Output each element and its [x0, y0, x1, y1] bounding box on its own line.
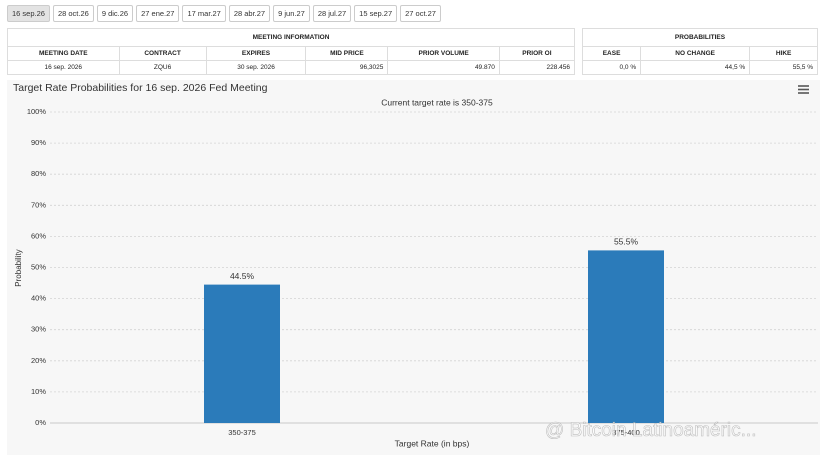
date-tabs: 16 sep.26 28 oct.26 9 dic.26 27 ene.27 17 ma… [7, 5, 441, 22]
y-tick-label: 20% [31, 356, 46, 365]
y-tick-label: 70% [31, 200, 46, 209]
x-axis-title: Target Rate (in bps) [395, 438, 470, 448]
cell: 49.870 [387, 60, 500, 75]
data-label: 55.5% [614, 237, 639, 247]
y-tick-label: 10% [31, 387, 46, 396]
meeting-table: MEETING INFORMATION MEETING DATE CONTRACT E… [7, 28, 576, 75]
y-tick-label: 0% [35, 418, 46, 427]
cell: ZQU6 [118, 60, 207, 75]
y-tick-label: 60% [31, 231, 46, 240]
date-tab[interactable]: 9 jun.27 [273, 5, 310, 22]
y-tick-label: 90% [31, 138, 46, 147]
chart-title: Target Rate Probabilities for 16 sep. 20… [13, 82, 268, 94]
y-tick-label: 30% [31, 325, 46, 334]
date-tab[interactable]: 27 oct.27 [400, 5, 441, 22]
y-axis-title: Probability [14, 249, 23, 286]
x-tick-label: 350-375 [228, 428, 256, 437]
date-tab[interactable]: 17 mar.27 [182, 5, 226, 22]
date-tab[interactable]: 16 sep.26 [7, 5, 50, 22]
watermark: @ Bitcoin Latinoaméric... [545, 420, 757, 441]
cell: 228.456 [498, 60, 576, 75]
probability-table: PROBABILITIES EASE NO CHANGE HIKE 0,0 % 44,5 … [581, 28, 818, 75]
cell: 0,0 % [581, 60, 642, 75]
date-tab[interactable]: 28 jul.27 [312, 5, 352, 22]
bar [588, 250, 664, 423]
date-tab[interactable]: 9 dic.26 [96, 5, 134, 22]
date-tab[interactable]: 28 abr.27 [228, 5, 271, 22]
date-tab[interactable]: 28 oct.26 [52, 5, 94, 22]
cell: 55,5 % [749, 60, 818, 75]
y-tick-label: 80% [31, 169, 46, 178]
date-tab[interactable]: 15 sep.27 [354, 5, 398, 22]
cell: 44,5 % [640, 60, 751, 75]
menu-icon[interactable] [798, 85, 809, 94]
chart-subtitle: Current target rate is 350-375 [381, 97, 493, 107]
data-label: 44.5% [230, 271, 255, 281]
date-tab[interactable]: 27 ene.27 [136, 5, 180, 22]
data-row: 16 sep. 2026 ZQU6 30 sep. 2026 96,3025 49.87… [7, 60, 576, 75]
y-tick-label: 40% [31, 294, 46, 303]
y-tick-label: 50% [31, 262, 46, 271]
bar [204, 284, 280, 423]
y-tick-label: 100% [27, 107, 47, 116]
x-tick-label: 375-400 [612, 428, 640, 437]
data-row: 0,0 % 44,5 % 55,5 % [581, 60, 818, 75]
